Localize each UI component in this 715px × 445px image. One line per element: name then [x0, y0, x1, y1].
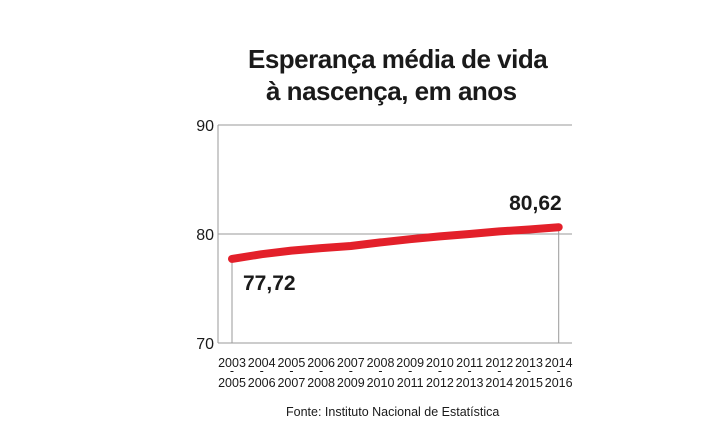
- x-tick-label-start: 2009: [396, 356, 424, 370]
- x-tick-label-end: 2010: [367, 376, 395, 390]
- data-point: [467, 231, 473, 237]
- x-tick-label-start: 2004: [248, 356, 276, 370]
- x-tick-separator: -: [349, 364, 353, 378]
- x-tick-label-start: 2007: [337, 356, 365, 370]
- x-tick-label-end: 2016: [545, 376, 573, 390]
- x-tick-separator: -: [378, 364, 382, 378]
- x-tick-label-end: 2015: [515, 376, 543, 390]
- data-point: [556, 224, 562, 230]
- data-point: [407, 236, 413, 242]
- x-tick-label-end: 2006: [248, 376, 276, 390]
- x-tick-label-end: 2013: [456, 376, 484, 390]
- x-tick-label-end: 2008: [307, 376, 335, 390]
- data-point: [437, 233, 443, 239]
- y-tick-label: 90: [196, 118, 214, 135]
- x-tick-label-start: 2014: [545, 356, 573, 370]
- x-tick-separator: -: [557, 364, 561, 378]
- x-tick-label-start: 2011: [456, 356, 483, 370]
- x-tick-label-start: 2003: [218, 356, 246, 370]
- x-tick-separator: -: [527, 364, 531, 378]
- x-tick-separator: -: [497, 364, 501, 378]
- data-point: [229, 256, 235, 262]
- x-tick-label-start: 2012: [485, 356, 513, 370]
- x-tick-separator: -: [408, 364, 412, 378]
- data-point: [259, 251, 265, 257]
- x-tick-label-end: 2014: [485, 376, 513, 390]
- x-tick-separator: -: [230, 364, 234, 378]
- x-tick-label-end: 2007: [277, 376, 305, 390]
- data-point: [288, 248, 294, 254]
- x-tick-label-start: 2008: [367, 356, 395, 370]
- data-point: [496, 228, 502, 234]
- data-point: [348, 243, 354, 249]
- x-tick-separator: -: [289, 364, 293, 378]
- x-tick-separator: -: [438, 364, 442, 378]
- data-label-first: 77,72: [243, 272, 296, 295]
- x-tick-label-start: 2006: [307, 356, 335, 370]
- chart-title: Esperança média de vida: [248, 44, 548, 74]
- x-tick-label-start: 2005: [277, 356, 305, 370]
- series-line: [228, 223, 563, 263]
- x-tick-separator: -: [468, 364, 472, 378]
- x-tick-label-end: 2005: [218, 376, 246, 390]
- y-tick-label: 80: [196, 227, 214, 244]
- y-tick-label: 70: [196, 336, 214, 353]
- chart-subtitle: à nascença, em anos: [266, 76, 517, 106]
- x-tick-label-end: 2012: [426, 376, 454, 390]
- x-tick-separator: -: [319, 364, 323, 378]
- x-tick-label-start: 2010: [426, 356, 454, 370]
- data-label-last: 80,62: [509, 192, 562, 215]
- x-tick-label-start: 2013: [515, 356, 543, 370]
- source-note: Fonte: Instituto Nacional de Estatística: [286, 405, 500, 419]
- x-tick-label-end: 2011: [397, 376, 424, 390]
- data-point: [318, 245, 324, 251]
- data-point: [526, 227, 532, 233]
- data-point: [378, 239, 384, 245]
- x-tick-label-end: 2009: [337, 376, 365, 390]
- x-tick-separator: -: [260, 364, 264, 378]
